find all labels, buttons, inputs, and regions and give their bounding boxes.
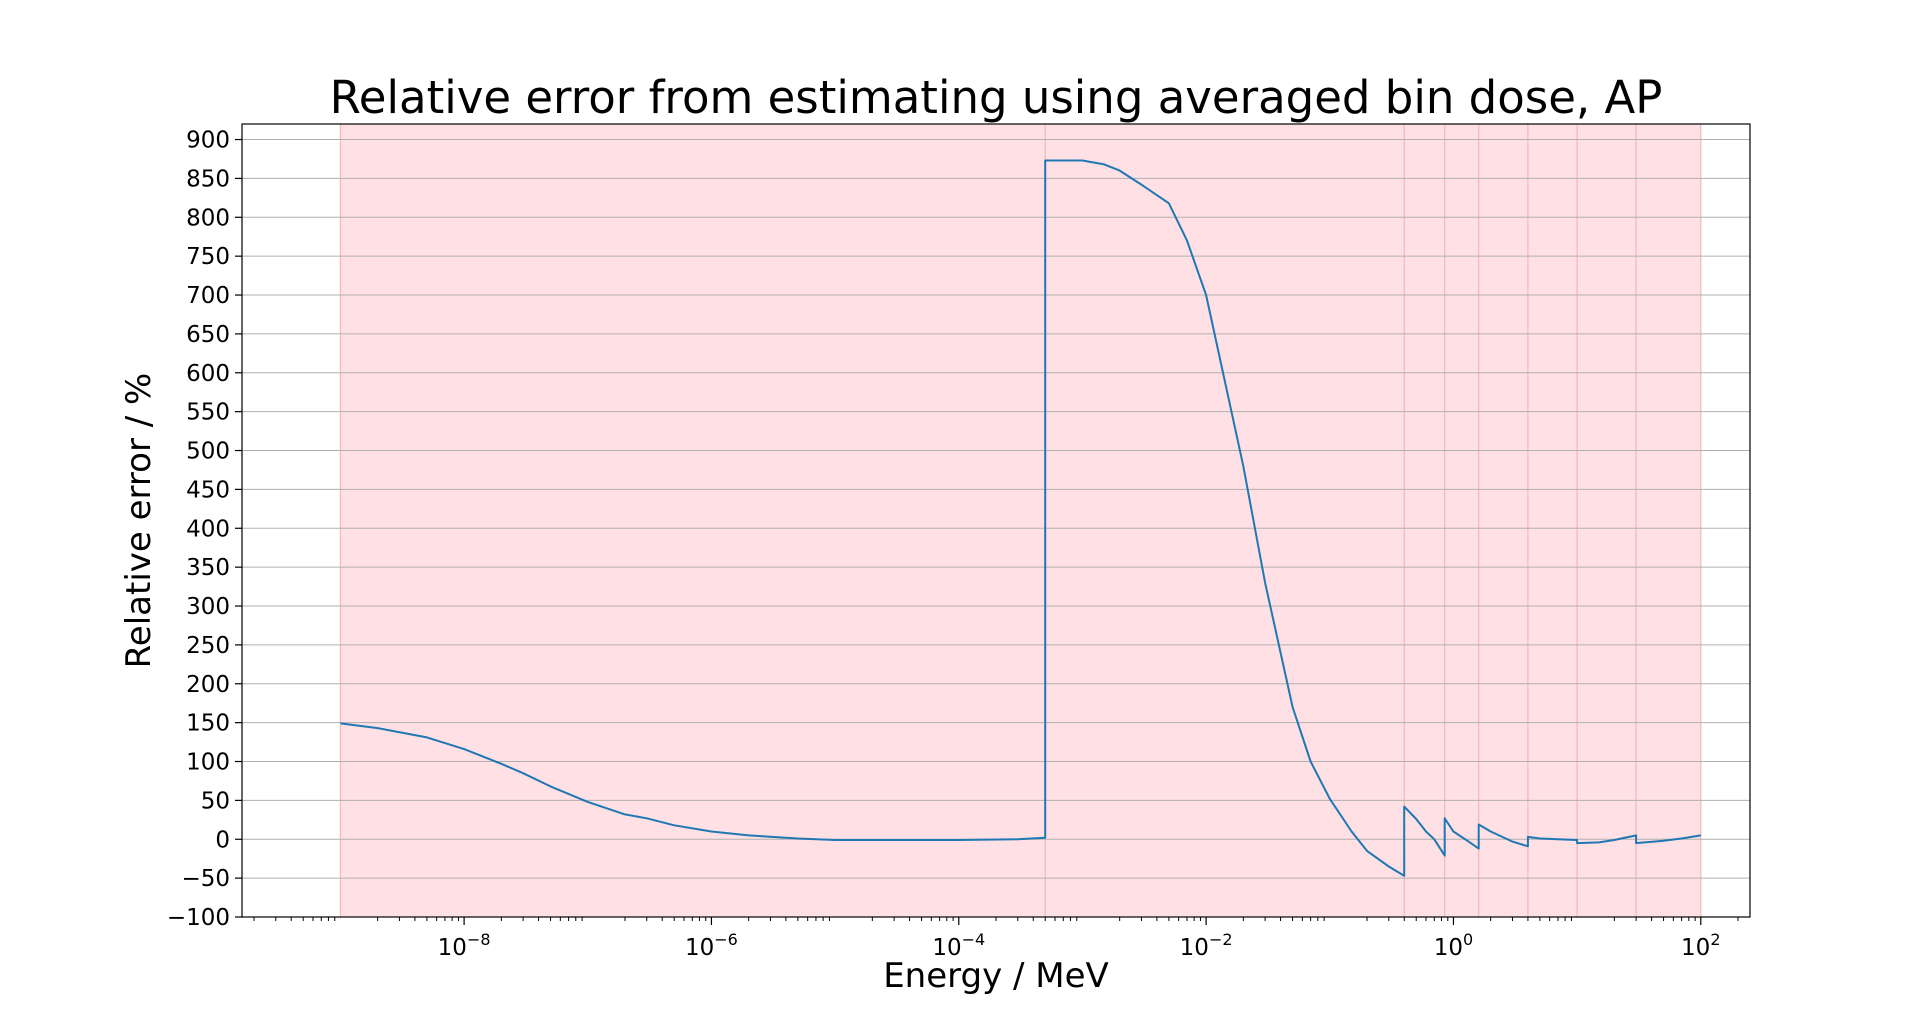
y-tick-label: −50 bbox=[181, 866, 230, 892]
y-tick-label: 450 bbox=[186, 477, 230, 503]
x-tick-label: 10−8 bbox=[438, 930, 491, 961]
x-axis: 10−8 10−6 10−4 10−2 100 102 bbox=[253, 917, 1739, 961]
x-tick-label: 102 bbox=[1681, 930, 1720, 961]
y-tick-label: 500 bbox=[186, 439, 230, 465]
y-tick-label: 150 bbox=[186, 711, 230, 737]
x-tick-label: 10−6 bbox=[685, 930, 738, 961]
y-tick-label: 800 bbox=[186, 205, 230, 231]
bin-band bbox=[340, 124, 1046, 917]
y-tick-label: 700 bbox=[186, 283, 230, 309]
x-tick-label: 10−2 bbox=[1180, 930, 1233, 961]
x-tick-label: 10−4 bbox=[932, 930, 985, 961]
bin-band bbox=[1444, 124, 1479, 917]
y-tick-label: 350 bbox=[186, 555, 230, 581]
bin-band bbox=[1577, 124, 1637, 917]
y-axis: −100 −50 0 50 100 150 200 250 300 350 400 450 500 550… bbox=[167, 128, 242, 931]
y-tick-label: 250 bbox=[186, 633, 230, 659]
bin-band bbox=[1045, 124, 1405, 917]
y-tick-label: 200 bbox=[186, 672, 230, 698]
series-layer bbox=[340, 159, 1701, 877]
bin-band bbox=[1636, 124, 1701, 917]
chart-title: Relative error from estimating using ave… bbox=[330, 71, 1663, 124]
y-tick-label: 900 bbox=[186, 128, 230, 154]
y-tick-label: −100 bbox=[167, 905, 230, 931]
horizontal-gridlines bbox=[242, 139, 1750, 918]
y-tick-label: 550 bbox=[186, 400, 230, 426]
y-tick-label: 0 bbox=[215, 827, 230, 853]
y-axis-label: Relative error / % bbox=[119, 373, 159, 669]
bin-band-layer bbox=[339, 124, 1702, 917]
x-tick-label: 100 bbox=[1434, 930, 1473, 961]
relative-error-line bbox=[340, 159, 1701, 877]
bin-band bbox=[1527, 124, 1578, 917]
bin-band bbox=[1404, 124, 1445, 917]
y-tick-label: 50 bbox=[201, 788, 230, 814]
y-tick-label: 100 bbox=[186, 750, 230, 776]
y-tick-label: 750 bbox=[186, 244, 230, 270]
y-tick-label: 400 bbox=[186, 516, 230, 542]
y-tick-label: 650 bbox=[186, 322, 230, 348]
y-tick-label: 600 bbox=[186, 361, 230, 387]
x-axis-label: Energy / MeV bbox=[883, 956, 1109, 996]
y-tick-label: 850 bbox=[186, 166, 230, 192]
bin-band bbox=[1478, 124, 1528, 917]
y-tick-label: 300 bbox=[186, 594, 230, 620]
